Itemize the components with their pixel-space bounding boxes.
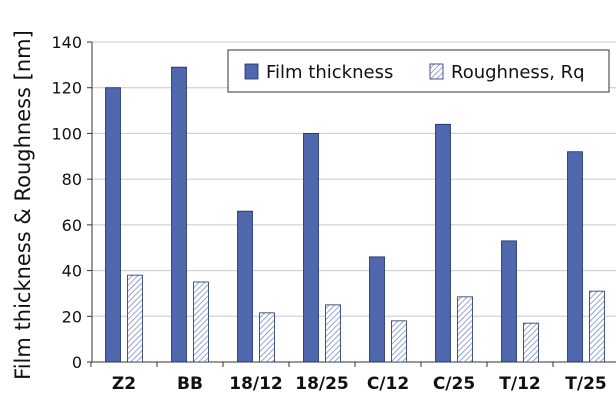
bar-roughness <box>391 320 407 363</box>
bar-film-thickness <box>435 123 451 363</box>
x-tick-label: T/12 <box>499 374 540 394</box>
bars <box>105 66 605 363</box>
bar-film-thickness <box>369 256 385 363</box>
x-tick-label: Z2 <box>112 374 136 394</box>
bar-film-thickness <box>501 240 517 363</box>
axis-labels: 0 20 40 60 80 100 120 140 Z2 BB 18/12 18/25 C/12 C/25… <box>51 33 606 394</box>
bar-film-thickness <box>303 133 319 363</box>
x-tick-label: C/12 <box>367 374 409 394</box>
bar-roughness <box>259 312 275 363</box>
bar-film-thickness <box>237 210 253 363</box>
legend-swatch-film-thickness <box>244 63 259 80</box>
x-tick-label: BB <box>177 374 203 394</box>
legend-label-roughness: Roughness, Rq <box>451 62 585 83</box>
y-tick-label: 40 <box>62 262 82 281</box>
x-tick-label: 18/25 <box>295 374 349 394</box>
y-tick-label: 0 <box>72 353 82 372</box>
bar-film-thickness <box>105 87 121 363</box>
y-tick-label: 120 <box>51 79 82 98</box>
y-tick-label: 100 <box>51 124 82 143</box>
bar-roughness <box>457 296 473 363</box>
y-tick-label: 140 <box>51 33 82 52</box>
y-tick-label: 80 <box>62 170 82 189</box>
legend-swatch-roughness <box>429 63 444 80</box>
bar-film-thickness <box>171 66 187 363</box>
legend: Film thickness Roughness, Rq <box>227 49 610 93</box>
y-tick-label: 20 <box>62 307 82 326</box>
bar-film-thickness <box>567 151 583 363</box>
x-tick-label: 18/12 <box>229 374 283 394</box>
bar-roughness <box>127 274 143 363</box>
x-tick-label: T/25 <box>565 374 606 394</box>
y-tick-label: 60 <box>62 216 82 235</box>
legend-label-film-thickness: Film thickness <box>266 62 393 83</box>
legend-box <box>227 49 610 93</box>
bar-roughness <box>193 281 209 363</box>
bar-roughness <box>523 322 539 363</box>
y-axis-title: Film thickness & Roughness [nm] <box>11 30 35 380</box>
x-tick-label: C/25 <box>433 374 475 394</box>
bar-roughness <box>589 290 605 363</box>
bar-roughness <box>325 304 341 363</box>
